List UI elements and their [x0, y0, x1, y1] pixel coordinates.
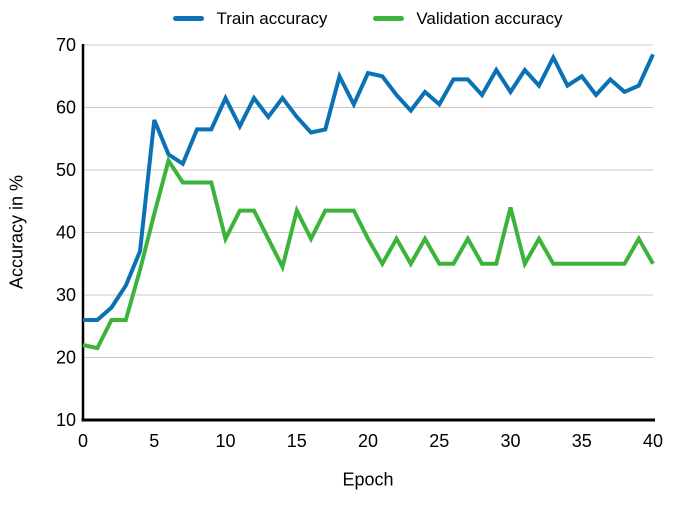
y-tick-label-50: 50: [56, 160, 76, 180]
y-tick-label-40: 40: [56, 223, 76, 243]
x-tick-label-35: 35: [572, 431, 592, 451]
y-tick-label-10: 10: [56, 410, 76, 430]
x-tick-label-20: 20: [358, 431, 378, 451]
y-tick-label-30: 30: [56, 285, 76, 305]
validation-legend-label: Validation accuracy: [416, 8, 563, 28]
train-legend-label: Train accuracy: [216, 8, 328, 28]
series-line-train: [83, 53, 655, 322]
legend-item-train: Train accuracy: [173, 10, 327, 27]
x-tick-label-40: 40: [643, 431, 663, 451]
series-line-validation: [82, 155, 655, 351]
y-axis-title: Accuracy in %: [6, 174, 27, 290]
legend-item-validation: Validation accuracy: [373, 8, 563, 28]
y-tick-label-70: 70: [56, 35, 76, 55]
x-tick-label-0: 0: [78, 431, 88, 451]
x-tick-label-25: 25: [429, 431, 449, 451]
x-tick-label-15: 15: [287, 431, 307, 451]
x-axis-title: Epoch: [342, 469, 394, 490]
y-tick-label-60: 60: [56, 98, 76, 118]
x-tick-label-10: 10: [215, 431, 235, 451]
chart-legend: Train accuracy Validation accuracy: [83, 6, 653, 30]
x-tick-label-5: 5: [149, 431, 159, 451]
x-tick-label-30: 30: [500, 431, 520, 451]
validation-line-swatch: [373, 15, 405, 21]
y-tick-label-20: 20: [56, 348, 76, 368]
train-line-swatch: [173, 15, 205, 21]
